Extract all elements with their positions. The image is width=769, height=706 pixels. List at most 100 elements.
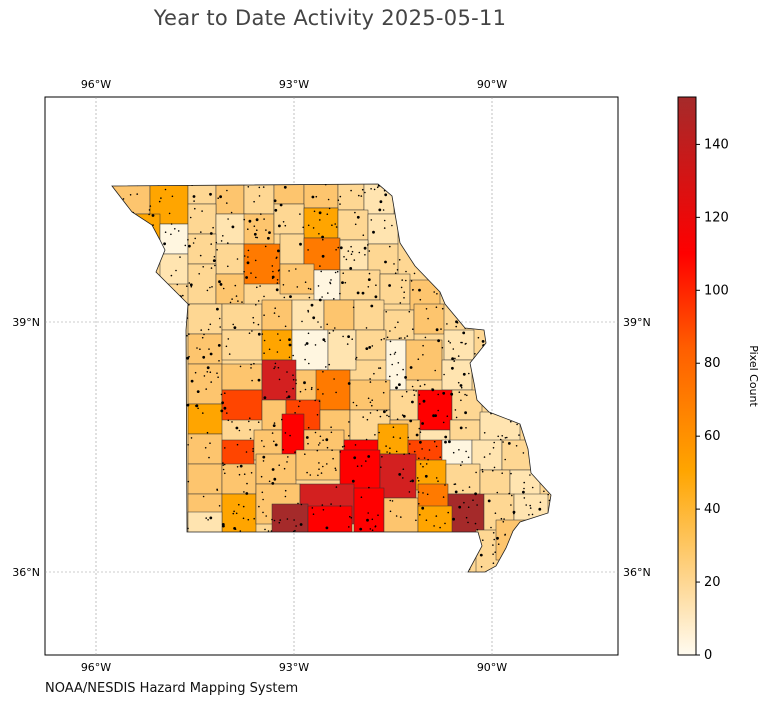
fire-detection-point (152, 224, 154, 226)
fire-detection-point (442, 421, 445, 424)
fire-detection-point (374, 434, 376, 436)
fire-detection-point (380, 466, 382, 469)
fire-detection-point (368, 272, 371, 275)
fire-detection-point (231, 225, 235, 229)
fire-detection-point (294, 529, 296, 532)
fire-detection-point (299, 523, 303, 526)
fire-detection-point (249, 437, 252, 440)
fire-detection-point (264, 528, 266, 531)
fire-detection-point (382, 209, 385, 211)
fire-detection-point (276, 351, 279, 353)
colorbar-tick-label: 80 (704, 356, 721, 371)
fire-detection-point (317, 474, 319, 477)
fire-detection-point (378, 431, 380, 434)
fire-detection-point (318, 298, 322, 302)
fire-detection-point (310, 303, 314, 307)
fire-detection-point (234, 284, 237, 287)
fire-detection-point (252, 448, 254, 450)
fire-detection-point (195, 404, 199, 408)
fire-detection-point (210, 381, 212, 383)
fire-detection-point (188, 355, 190, 358)
fire-detection-point (435, 477, 438, 479)
fire-detection-point (295, 382, 297, 385)
fire-detection-point (388, 415, 390, 418)
fire-detection-point (376, 409, 379, 412)
fire-detection-point (321, 254, 325, 258)
fire-detection-point (258, 195, 261, 197)
fire-detection-point (361, 188, 364, 191)
county-polygon (215, 184, 245, 215)
fire-detection-point (282, 221, 285, 223)
fire-detection-point (292, 374, 294, 377)
fire-detection-point (292, 530, 295, 533)
fire-detection-point (318, 211, 322, 215)
county-polygon (445, 463, 481, 495)
fire-detection-point (187, 527, 189, 530)
fire-detection-point (487, 499, 491, 503)
fire-detection-point (365, 347, 369, 350)
fire-detection-point (466, 394, 468, 397)
county-polygon (221, 463, 257, 495)
fire-detection-point (334, 271, 337, 274)
fire-detection-point (271, 468, 275, 471)
fire-detection-point (500, 517, 503, 520)
fire-detection-point (373, 188, 376, 191)
fire-detection-point (407, 436, 410, 439)
fire-detection-point (245, 492, 249, 495)
fire-detection-point (267, 530, 270, 532)
county-polygon (187, 233, 217, 265)
fire-detection-point (409, 480, 412, 483)
fire-detection-point (149, 205, 152, 207)
fire-detection-point (479, 553, 483, 557)
fire-detection-point (444, 522, 446, 525)
fire-detection-point (274, 443, 278, 447)
fire-detection-point (366, 418, 369, 421)
fire-detection-point (381, 456, 383, 458)
fire-detection-point (492, 562, 495, 564)
fire-detection-point (454, 409, 457, 411)
fire-detection-point (274, 208, 278, 212)
fire-detection-point (279, 519, 282, 521)
fire-detection-point (227, 242, 229, 244)
fire-detection-point (248, 219, 252, 223)
county-polygon (243, 243, 281, 285)
fire-detection-point (417, 491, 420, 493)
fire-detection-point (437, 393, 440, 396)
county-polygon (221, 329, 263, 361)
fire-detection-point (273, 519, 276, 522)
fire-detection-point (308, 296, 311, 299)
fire-detection-point (262, 455, 266, 459)
fire-detection-point (502, 441, 504, 443)
fire-detection-point (462, 489, 464, 492)
fire-detection-point (343, 445, 346, 447)
fire-detection-point (386, 336, 389, 339)
fire-detection-point (391, 500, 394, 502)
fire-detection-point (243, 270, 245, 273)
fire-detection-point (371, 399, 374, 402)
fire-detection-point (209, 352, 213, 356)
county-polygon (355, 329, 387, 361)
fire-detection-point (307, 309, 309, 312)
fire-detection-point (451, 366, 454, 370)
fire-detection-point (351, 479, 355, 483)
fire-detection-point (392, 426, 395, 429)
fire-detection-point (477, 336, 480, 339)
fire-detection-point (510, 504, 512, 506)
fire-detection-point (322, 371, 324, 373)
fire-detection-point (220, 409, 224, 413)
fire-detection-point (405, 270, 407, 273)
fire-detection-point (419, 440, 422, 444)
fire-detection-point (446, 415, 449, 418)
county-polygon (261, 299, 293, 331)
fire-detection-point (258, 505, 260, 508)
fire-detection-point (286, 371, 288, 373)
fire-detection-point (364, 254, 366, 256)
fire-detection-point (256, 236, 259, 239)
fire-detection-point (363, 246, 367, 250)
fire-detection-point (451, 357, 454, 361)
fire-detection-point (179, 256, 181, 258)
fire-detection-point (273, 312, 276, 314)
fire-detection-point (422, 399, 426, 403)
fire-detection-point (210, 267, 213, 269)
fire-detection-point (370, 188, 372, 190)
